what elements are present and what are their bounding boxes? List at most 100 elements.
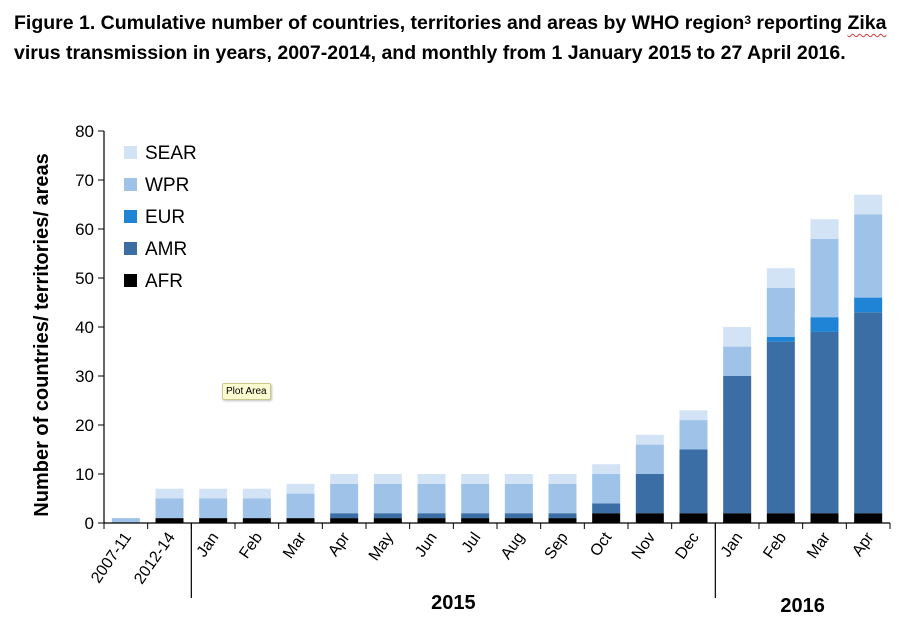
- x-tick-label: Dec: [673, 530, 703, 563]
- bar-afr-16: [810, 513, 839, 523]
- bar-sear-14: [723, 327, 752, 347]
- bar-wpr-7: [417, 483, 446, 514]
- bar-sear-17: [854, 194, 883, 215]
- bar-wpr-12: [635, 444, 664, 474]
- bar-amr-7: [417, 513, 446, 519]
- bar-sear-10: [548, 474, 577, 484]
- bar-wpr-0: [111, 518, 140, 523]
- bar-sear-11: [592, 464, 621, 474]
- x-tick-label: Apr: [849, 529, 878, 560]
- bar-sear-15: [766, 268, 795, 288]
- legend-label-sear: SEAR: [145, 143, 197, 164]
- x-tick-label: Apr: [325, 529, 354, 560]
- y-tick-label: 80: [75, 122, 94, 141]
- bar-amr-9: [504, 513, 533, 519]
- bar-wpr-9: [504, 483, 533, 514]
- bar-wpr-15: [766, 287, 795, 337]
- bar-amr-13: [679, 449, 708, 514]
- bar-eur-16: [810, 317, 839, 332]
- axes-layer: 0 10 20 30 40 50 60 70 80 Number of countries/ te…: [31, 122, 891, 617]
- bar-wpr-2: [199, 498, 228, 519]
- bar-sear-9: [504, 474, 533, 484]
- bar-sear-2: [199, 488, 228, 499]
- bar-afr-8: [461, 518, 490, 523]
- x-tick-label: Nov: [629, 530, 659, 563]
- x-tick-label: Mar: [804, 529, 834, 562]
- bar-sear-8: [461, 474, 490, 484]
- plot-area-tooltip: Plot Area: [222, 383, 271, 400]
- bar-wpr-3: [242, 498, 271, 519]
- bar-sear-4: [286, 483, 315, 494]
- y-tick-label: 70: [75, 171, 94, 190]
- x-tick-label: 2012-14: [131, 529, 179, 587]
- bar-amr-6: [373, 513, 402, 519]
- bar-sear-7: [417, 474, 446, 484]
- bar-wpr-6: [373, 483, 402, 514]
- legend-swatch-eur: [124, 210, 137, 223]
- y-tick-label: 10: [75, 465, 94, 484]
- bar-sear-1: [155, 488, 184, 499]
- x-tick-label: Mar: [280, 529, 310, 562]
- bar-wpr-1: [155, 498, 184, 519]
- bar-afr-2: [199, 518, 228, 523]
- x-tick-label: Sep: [542, 529, 572, 562]
- x-tick-label: Aug: [498, 530, 528, 563]
- bar-afr-10: [548, 518, 577, 523]
- x-tick-label: Feb: [236, 529, 266, 561]
- legend-label-wpr: WPR: [145, 175, 189, 196]
- bar-afr-13: [679, 513, 708, 523]
- y-axis-title: Number of countries/ territories/ areas: [31, 153, 53, 516]
- legend-swatch-wpr: [124, 178, 137, 191]
- bar-amr-12: [635, 474, 664, 514]
- bar-afr-7: [417, 518, 446, 523]
- bar-sear-5: [330, 474, 359, 484]
- bar-amr-16: [810, 331, 839, 514]
- bar-afr-17: [854, 513, 883, 523]
- bar-afr-3: [242, 518, 271, 523]
- bar-wpr-11: [592, 474, 621, 504]
- x-tick-label: Jan: [194, 530, 223, 561]
- bar-amr-14: [723, 376, 752, 514]
- x-tick-label: Jan: [718, 530, 747, 561]
- x-tick-label: 2007-11: [88, 529, 135, 586]
- bar-sear-16: [810, 219, 839, 239]
- legend-swatch-afr: [124, 274, 137, 287]
- bar-afr-9: [504, 518, 533, 523]
- y-tick-label: 60: [75, 220, 94, 239]
- y-tick-label: 50: [75, 269, 94, 288]
- bar-wpr-4: [286, 493, 315, 519]
- bar-amr-5: [330, 513, 359, 519]
- bar-wpr-17: [854, 214, 883, 298]
- bar-afr-11: [592, 513, 621, 523]
- legend-swatch-sear: [124, 146, 137, 159]
- bar-sear-12: [635, 434, 664, 445]
- x-tick-label: Feb: [760, 529, 790, 561]
- x-tick-label: Oct: [587, 529, 616, 560]
- bar-amr-8: [461, 513, 490, 519]
- legend: SEAR WPR EUR AMR AFR: [124, 143, 197, 292]
- x-tick-label: Jun: [412, 530, 441, 561]
- legend-swatch-amr: [124, 242, 137, 255]
- bar-sear-3: [242, 488, 271, 499]
- x-tick-label: Jul: [459, 530, 485, 557]
- bar-wpr-16: [810, 238, 839, 318]
- bar-afr-5: [330, 518, 359, 523]
- bar-afr-1: [155, 518, 184, 523]
- bar-eur-15: [766, 336, 795, 342]
- bar-wpr-5: [330, 483, 359, 514]
- bar-afr-15: [766, 513, 795, 523]
- year-label: 2016: [780, 595, 825, 617]
- legend-label-afr: AFR: [145, 271, 183, 292]
- bar-wpr-14: [723, 346, 752, 376]
- title-superscript: 3: [744, 13, 752, 27]
- bar-amr-15: [766, 341, 795, 514]
- legend-label-eur: EUR: [145, 207, 185, 228]
- bar-amr-17: [854, 312, 883, 514]
- bar-afr-12: [635, 513, 664, 523]
- bar-afr-6: [373, 518, 402, 523]
- x-tick-label: May: [366, 530, 397, 565]
- bar-afr-14: [723, 513, 752, 523]
- bar-sear-13: [679, 410, 708, 421]
- title-zika-word: Zika: [847, 12, 887, 34]
